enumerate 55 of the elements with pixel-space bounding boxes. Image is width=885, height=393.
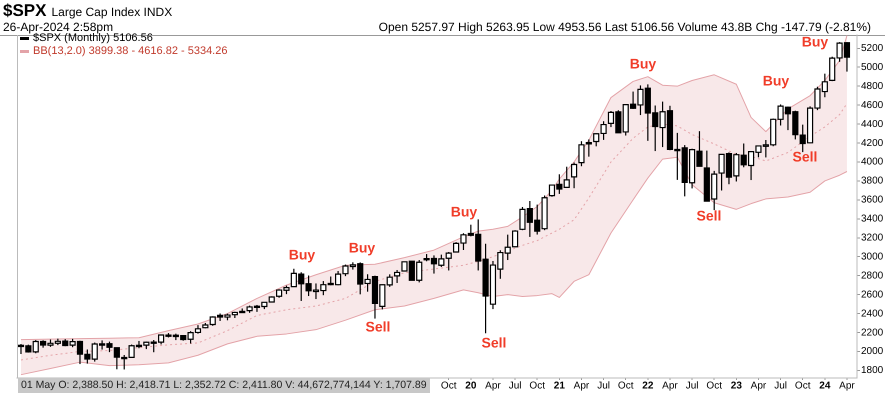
annotation: Buy: [802, 34, 828, 50]
legend-label: BB(13,2.0) 3899.38 - 4616.82 - 5334.26: [33, 45, 228, 57]
y-tick-label: 2400: [861, 308, 884, 320]
y-tick-label: 2800: [861, 270, 884, 282]
x-tick-label: Oct: [618, 380, 634, 392]
x-tick-label: Apr: [839, 380, 856, 392]
text: Open 5257.97 High 5263.95 Low 4953.56 Last 5106.56 Volume 43.8B Chg -147.79 (-2.81%): [378, 20, 871, 34]
y-tick-label: 5200: [861, 43, 884, 54]
x-tick-label: Oct: [794, 380, 811, 392]
y-tick-label: 4200: [861, 138, 884, 149]
x-tick-label: 20: [465, 380, 477, 392]
y-tick-label: 4000: [861, 156, 884, 168]
chart-subtitle: Large Cap Index INDX: [51, 5, 172, 19]
x-tick-label: Oct: [529, 380, 546, 392]
y-tick-label: 4400: [861, 118, 884, 130]
y-tick-label: 3800: [861, 176, 884, 187]
y-tick-label: 4600: [861, 100, 884, 111]
annotation: Buy: [450, 204, 478, 220]
y-tick-label: 3200: [861, 232, 884, 244]
x-tick-label: Oct: [440, 380, 457, 392]
y-tick-label: 4800: [861, 80, 884, 92]
y-tick-label: 2600: [861, 289, 884, 300]
text: 26-Apr-2024 2:58pm: [3, 20, 114, 34]
x-tick-label: 21: [554, 380, 566, 392]
text: 01 May O: 2,388.50 H: 2,418.71 L: 2,352.72 C: 2,411.80 V: 44,672,774,144 Y: 1,707.89: [18, 378, 430, 393]
y-tick-label: 3000: [861, 251, 884, 262]
annotation: Sell: [366, 318, 390, 334]
x-tick-label: Jul: [597, 380, 610, 392]
x-tick-label: 23: [730, 380, 742, 392]
annotation: Buy: [348, 240, 376, 256]
x-tick-label: Apr: [485, 380, 502, 392]
annotation: Sell: [792, 148, 818, 164]
x-tick-label: Apr: [574, 380, 590, 392]
y-tick-label: 2200: [861, 327, 884, 338]
x-tick-label: Apr: [750, 380, 767, 392]
annotation: Sell: [696, 208, 722, 224]
chart-title: $SPX: [3, 1, 46, 21]
x-tick-label: Apr: [662, 380, 678, 392]
x-tick-label: Jul: [508, 380, 522, 392]
annotation: Sell: [482, 334, 506, 350]
annotation: Buy: [288, 246, 316, 262]
x-tick-label: Jul: [686, 380, 698, 392]
annotation: Buy: [762, 72, 790, 88]
annotation: Buy: [630, 56, 656, 72]
line-series: [20, 103, 848, 360]
y-tick-label: 2000: [861, 346, 884, 358]
x-tick-label: Oct: [706, 380, 722, 392]
legend-label: $SPX (Monthly) 5106.56: [33, 32, 153, 44]
y-tick-label: 5000: [861, 62, 884, 73]
y-tick-label: 1800: [861, 365, 884, 376]
x-tick-label: 22: [642, 380, 654, 392]
y-tick-label: 3400: [861, 214, 884, 225]
x-tick-label: 24: [819, 380, 831, 392]
x-tick-label: Jul: [774, 380, 787, 392]
y-tick-label: 3600: [861, 194, 884, 206]
